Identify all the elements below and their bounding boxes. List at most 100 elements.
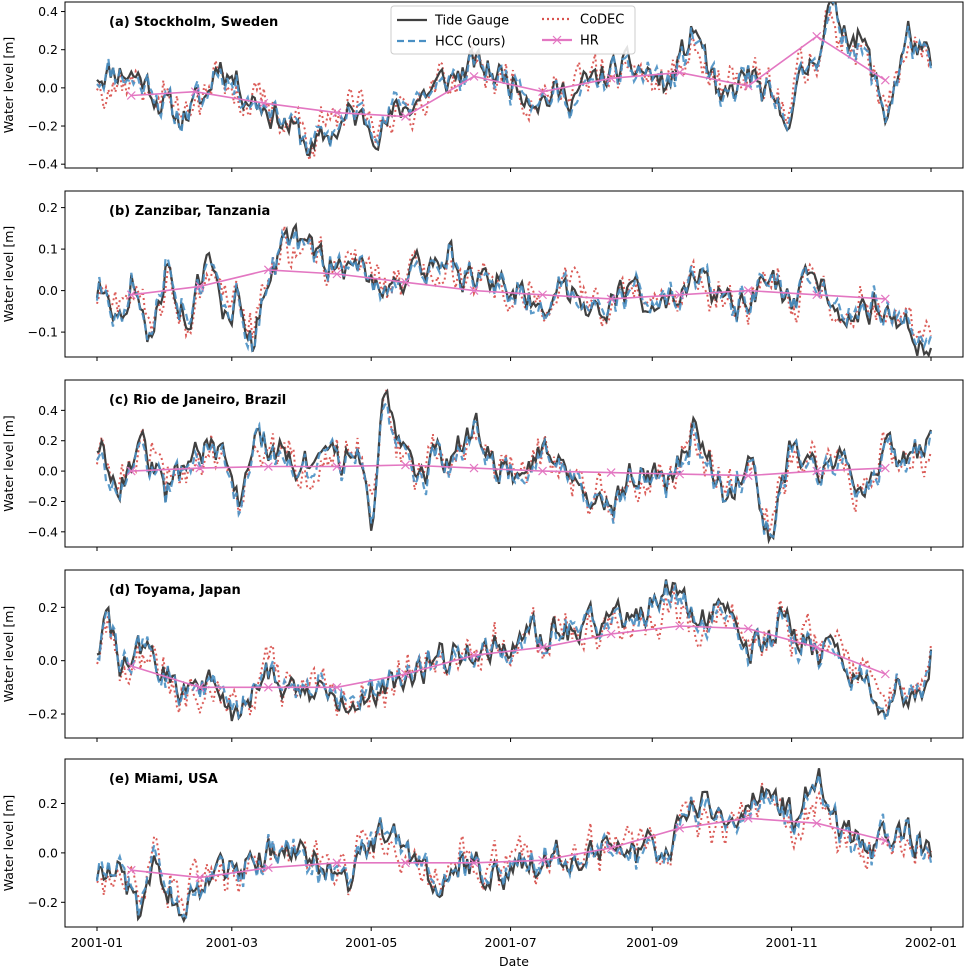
hr-marker <box>401 460 410 470</box>
plot-frame <box>64 569 964 739</box>
y-tick-label: −0.4 <box>28 524 58 539</box>
series-hcc-line <box>96 401 933 539</box>
y-axis-label: Water level [m] <box>1 37 16 134</box>
hr-marker <box>538 642 547 652</box>
y-tick-label: −0.2 <box>28 119 58 134</box>
y-tick-label: 0.0 <box>38 845 58 860</box>
y-tick-label: 0.2 <box>38 433 58 448</box>
y-tick-label: −0.4 <box>28 157 58 172</box>
series-group <box>96 579 933 724</box>
series-codec-line <box>96 385 932 533</box>
series-tide-gauge-line <box>95 222 933 357</box>
panel-d: −0.2 0.0 0.2 Water level [m] (d) Toyama, Jap… <box>1 569 964 742</box>
y-tick-label: 0.2 <box>38 796 58 811</box>
hr-marker <box>332 108 342 118</box>
series-hr-line <box>131 464 886 477</box>
y-tick-label: −0.2 <box>28 494 58 509</box>
panel-b: −0.1 0.0 0.1 0.2 Water level [m] (b) Zanzibar… <box>1 190 964 361</box>
hr-marker <box>812 642 822 652</box>
hr-marker <box>606 843 616 853</box>
legend-marker <box>552 35 562 45</box>
hr-marker <box>190 87 200 97</box>
x-tick-label: 2001-03 <box>206 935 258 950</box>
panel-c: −0.4 −0.2 0.0 0.2 0.4 Water level [m] (c) Rio … <box>1 379 964 551</box>
y-tick-label: −0.2 <box>28 895 58 910</box>
hr-marker <box>743 286 753 296</box>
series-group <box>95 222 933 357</box>
legend-label: HCC (ours) <box>435 35 506 50</box>
y-tick-label: 0.4 <box>38 403 58 418</box>
series-hcc-line <box>95 774 933 920</box>
legend: Tide Gauge HCC (ours) CoDEC HR <box>390 5 636 55</box>
panel-a: −0.4 −0.2 0.0 0.2 0.4 Water level [m] (a) Stoc… <box>1 1 964 172</box>
hr-marker <box>675 469 685 479</box>
hr-marker <box>538 855 547 865</box>
hr-marker <box>263 682 273 692</box>
series-hcc-line <box>95 228 933 353</box>
series-tide-gauge-line <box>96 2 933 157</box>
hr-marker <box>812 31 822 41</box>
panel-title: (e) Miami, USA <box>109 772 218 787</box>
hr-marker <box>126 91 136 100</box>
hr-marker <box>332 858 342 868</box>
hr-marker <box>675 290 685 300</box>
series-hcc-line <box>96 2 933 155</box>
hr-marker <box>126 661 136 671</box>
hr-marker <box>469 858 479 868</box>
y-tick-label: 0.1 <box>38 242 58 257</box>
x-tick-label: 2001-07 <box>484 935 536 950</box>
x-tick-label: 2001-11 <box>766 935 818 950</box>
series-hr-line <box>131 269 886 300</box>
hr-marker <box>332 682 342 692</box>
hr-marker <box>538 290 547 300</box>
panel-title: (c) Rio de Janeiro, Brazil <box>109 393 286 408</box>
hr-marker <box>195 682 205 692</box>
x-tick-label: 2001-05 <box>345 935 397 950</box>
y-tick-label: 0.2 <box>38 200 58 215</box>
hr-marker <box>195 463 205 473</box>
plot-frame <box>64 758 964 928</box>
hr-marker <box>126 466 136 476</box>
hr-marker <box>263 265 273 275</box>
y-axis-label: Water level [m] <box>1 226 16 323</box>
y-tick-label: 0.0 <box>38 80 58 95</box>
hr-marker <box>743 471 753 481</box>
hr-marker <box>880 669 890 679</box>
hr-marker <box>606 73 616 83</box>
y-tick-label: −0.1 <box>28 325 58 340</box>
hr-marker <box>263 863 273 873</box>
y-axis-label: Water level [m] <box>1 606 16 703</box>
series-hcc-line <box>96 580 933 724</box>
hr-marker <box>812 818 822 828</box>
y-tick-label: 0.2 <box>38 42 58 57</box>
series-codec-line <box>96 782 932 917</box>
legend-box <box>390 5 636 55</box>
y-axis-label: Water level [m] <box>1 795 16 892</box>
x-tick-label: 2001-09 <box>626 935 678 950</box>
y-tick-label: 0.0 <box>38 464 58 479</box>
hr-marker <box>401 858 410 868</box>
hr-marker <box>812 290 822 300</box>
series-hr-line <box>131 817 886 879</box>
legend-label: Tide Gauge <box>434 14 509 29</box>
hr-marker <box>880 463 890 473</box>
series-tide-gauge-line <box>95 768 933 924</box>
series-tide-gauge-line <box>96 579 933 722</box>
hr-marker <box>469 650 479 660</box>
hr-marker <box>401 669 410 679</box>
series-group <box>95 768 933 924</box>
hr-marker <box>606 468 616 478</box>
hr-marker <box>743 624 753 634</box>
x-tick-label: 2002-01 <box>905 935 957 950</box>
legend-label: CoDEC <box>580 13 624 28</box>
plot-frame <box>64 190 964 358</box>
y-tick-label: 0.0 <box>38 283 58 298</box>
y-tick-label: 0.0 <box>38 653 58 668</box>
hr-marker <box>606 294 616 304</box>
hr-marker <box>469 463 479 473</box>
hr-marker <box>812 466 822 476</box>
hr-marker <box>880 836 890 845</box>
panel-title: (d) Toyama, Japan <box>109 583 241 598</box>
series-hr-line <box>131 625 886 689</box>
